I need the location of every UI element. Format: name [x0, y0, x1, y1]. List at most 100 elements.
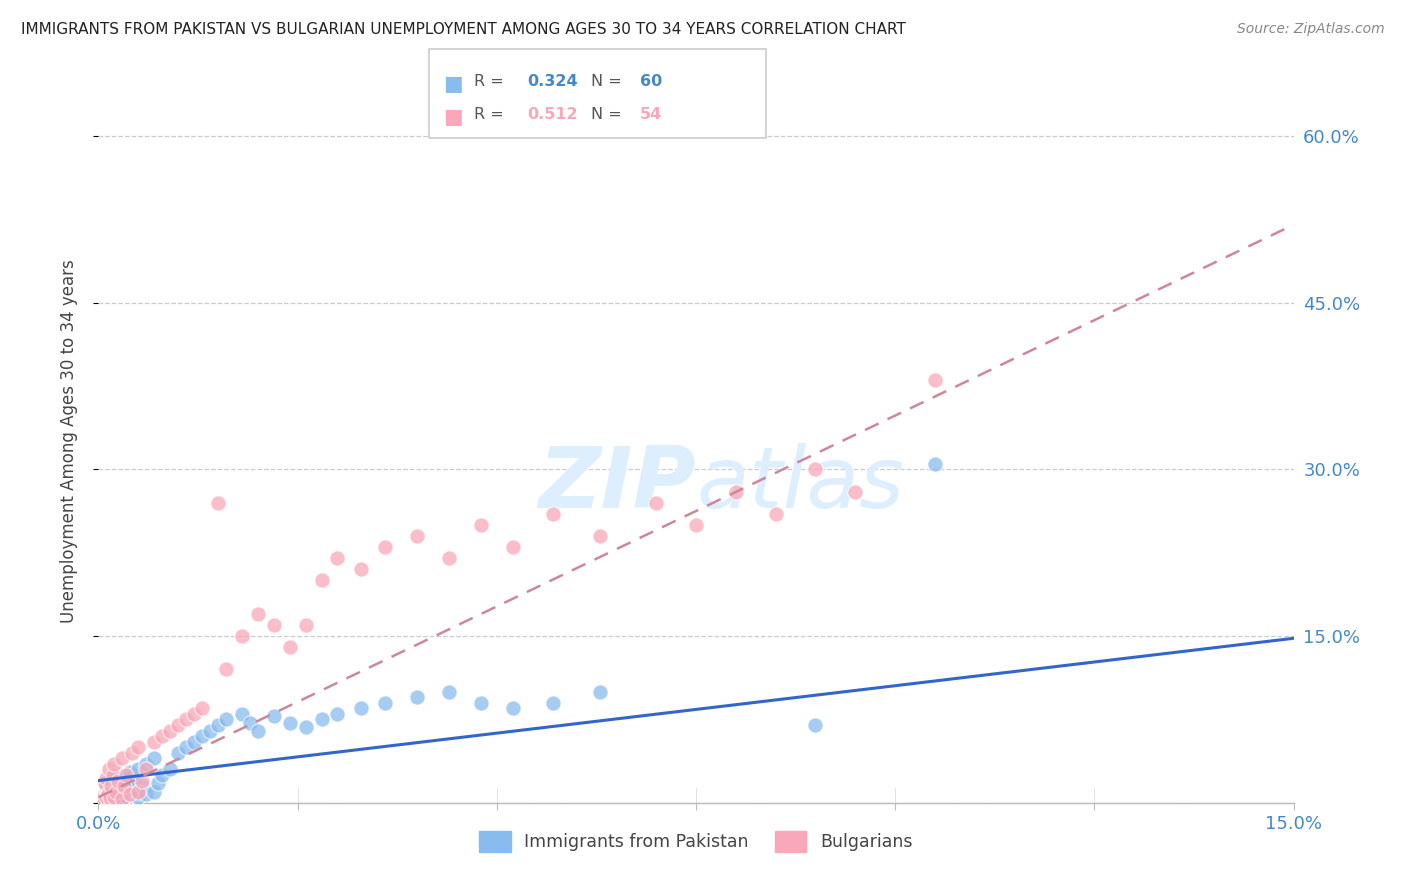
Point [107, 773, 129, 788]
Point [263, 709, 285, 723]
Point [215, 662, 238, 676]
Point [470, 696, 492, 710]
Point [246, 723, 269, 738]
Point [231, 629, 253, 643]
Point [111, 776, 134, 790]
Y-axis label: Unemployment Among Ages 30 to 34 years: Unemployment Among Ages 30 to 34 years [59, 260, 77, 624]
Point [645, 496, 668, 510]
Point [127, 763, 149, 777]
Text: 0.512: 0.512 [527, 107, 578, 122]
Point [98, 791, 122, 805]
Point [844, 484, 866, 499]
Point [167, 746, 190, 760]
Point [100, 787, 122, 801]
Point [143, 734, 166, 748]
Point [127, 785, 149, 799]
Point [143, 751, 166, 765]
Point [127, 740, 149, 755]
Point [502, 701, 524, 715]
Point [103, 756, 125, 771]
Point [183, 706, 205, 721]
Point [326, 551, 349, 566]
Point [135, 787, 157, 801]
Point [98, 776, 122, 790]
Point [215, 713, 238, 727]
Point [374, 696, 396, 710]
Point [183, 734, 205, 748]
Text: N =: N = [591, 107, 627, 122]
Point [326, 706, 349, 721]
Point [191, 701, 214, 715]
Point [406, 529, 429, 543]
Point [148, 776, 170, 790]
Point [294, 720, 316, 734]
Point [167, 718, 190, 732]
Point [96, 787, 118, 801]
Point [104, 790, 127, 805]
Point [541, 696, 564, 710]
Point [150, 729, 173, 743]
Point [191, 729, 214, 743]
Point [246, 607, 269, 621]
Point [112, 779, 135, 793]
Text: atlas: atlas [696, 443, 904, 526]
Point [111, 792, 134, 806]
Point [278, 715, 301, 730]
Point [437, 551, 460, 566]
Point [207, 718, 229, 732]
Point [107, 768, 129, 782]
Point [103, 773, 125, 788]
Point [311, 574, 333, 588]
Legend: Immigrants from Pakistan, Bulgarians: Immigrants from Pakistan, Bulgarians [472, 824, 920, 859]
Text: 60: 60 [640, 74, 662, 89]
Point [91, 792, 114, 806]
Point [685, 517, 707, 532]
Point [131, 779, 153, 793]
Point [470, 517, 492, 532]
Point [111, 791, 134, 805]
Point [135, 763, 157, 777]
Point [135, 756, 157, 771]
Point [924, 373, 946, 387]
Point [159, 723, 181, 738]
Point [111, 751, 134, 765]
Point [350, 701, 373, 715]
Point [112, 785, 135, 799]
Point [231, 706, 253, 721]
Point [97, 782, 120, 797]
Point [105, 779, 128, 793]
Point [207, 496, 229, 510]
Point [131, 773, 153, 788]
Point [311, 713, 333, 727]
Text: 54: 54 [640, 107, 662, 122]
Point [502, 540, 524, 554]
Point [103, 790, 125, 805]
Point [91, 790, 114, 805]
Point [107, 787, 129, 801]
Point [101, 768, 124, 782]
Point [350, 562, 373, 576]
Text: 0.324: 0.324 [527, 74, 578, 89]
Point [100, 779, 122, 793]
Text: ■: ■ [443, 107, 463, 127]
Point [278, 640, 301, 655]
Point [724, 484, 747, 499]
Point [174, 713, 197, 727]
Point [101, 792, 124, 806]
Text: R =: R = [474, 74, 509, 89]
Point [159, 763, 181, 777]
Point [98, 790, 122, 805]
Point [96, 779, 118, 793]
Text: N =: N = [591, 74, 627, 89]
Point [589, 529, 612, 543]
Point [804, 718, 827, 732]
Point [198, 723, 221, 738]
Point [804, 462, 827, 476]
Point [121, 746, 143, 760]
Point [374, 540, 396, 554]
Point [115, 768, 138, 782]
Point [406, 690, 429, 705]
Point [589, 684, 612, 698]
Text: ■: ■ [443, 74, 463, 94]
Point [96, 790, 118, 805]
